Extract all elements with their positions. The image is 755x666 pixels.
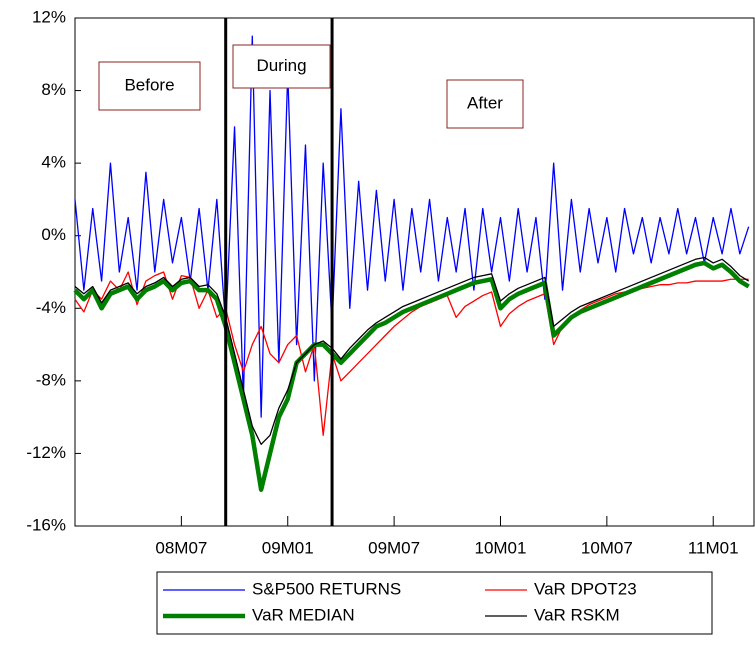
annotation: During bbox=[256, 56, 306, 75]
series-line bbox=[73, 260, 750, 492]
plot-frame bbox=[74, 17, 755, 527]
series-line bbox=[74, 271, 749, 436]
series-line bbox=[74, 256, 750, 446]
y-tick-label: 0% bbox=[41, 225, 66, 244]
x-tick-label: 10M07 bbox=[581, 538, 633, 557]
y-tick-label: -8% bbox=[36, 370, 66, 389]
y-tick-label: -12% bbox=[26, 443, 66, 462]
x-tick-label: 10M01 bbox=[474, 538, 526, 557]
y-tick-label: -4% bbox=[36, 298, 66, 317]
y-tick-label: 8% bbox=[41, 80, 66, 99]
legend-label: VaR DPOT23 bbox=[534, 579, 637, 598]
x-tick-label: 09M07 bbox=[368, 538, 420, 557]
legend-label: VaR RSKM bbox=[534, 605, 620, 624]
legend-label: S&P500 RETURNS bbox=[252, 579, 401, 598]
y-tick-label: 4% bbox=[41, 153, 66, 172]
y-tick-label: -16% bbox=[26, 515, 66, 534]
x-tick-label: 08M07 bbox=[155, 538, 207, 557]
legend-label: VaR MEDIAN bbox=[252, 605, 355, 624]
x-tick-label: 11M01 bbox=[688, 538, 739, 557]
annotation-box bbox=[446, 79, 524, 129]
legend-box bbox=[156, 571, 713, 635]
annotation-box bbox=[232, 44, 331, 89]
series-line bbox=[74, 35, 750, 418]
annotation: Before bbox=[124, 75, 174, 94]
y-tick-label: 12% bbox=[32, 7, 66, 26]
x-tick-label: 09M01 bbox=[262, 538, 314, 557]
annotation: After bbox=[467, 93, 503, 112]
annotation-box bbox=[98, 61, 201, 111]
